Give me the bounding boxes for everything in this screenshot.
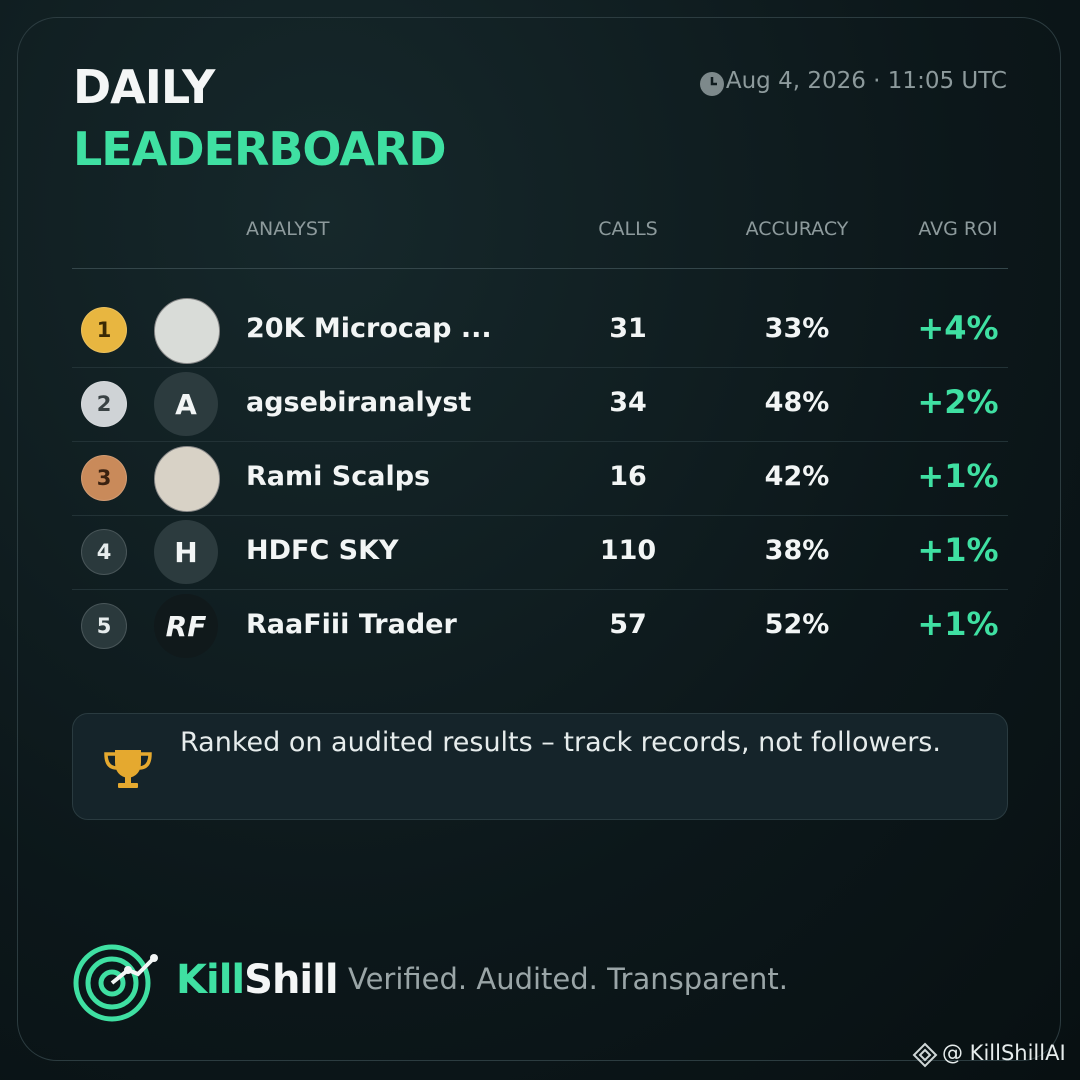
calls: 16 xyxy=(609,461,647,492)
title: LEADERBOARD xyxy=(73,122,446,176)
clock-icon xyxy=(700,72,724,96)
calls: 57 xyxy=(609,609,647,640)
avatar: RF xyxy=(154,594,218,658)
column-header: CALLS xyxy=(598,218,658,240)
accuracy: 52% xyxy=(764,609,830,640)
note-box: Ranked on audited results – track record… xyxy=(72,713,1008,820)
tagline: Verified. Audited. Transparent. xyxy=(348,962,789,996)
avg-roi: +2% xyxy=(917,383,999,421)
rank-badge: 3 xyxy=(81,455,127,501)
card xyxy=(17,17,1061,1061)
timestamp: Aug 4, 2026 · 11:05 UTC xyxy=(725,68,1007,94)
title: DAILY xyxy=(73,60,215,114)
avatar: A xyxy=(154,372,218,436)
calls: 31 xyxy=(609,313,647,344)
brand-part: Kill xyxy=(176,957,245,1003)
analyst-name: Rami Scalps xyxy=(246,461,431,492)
rank-badge: 5 xyxy=(81,603,127,649)
header-divider xyxy=(72,268,1008,269)
watermark: @ KillShillAI xyxy=(942,1041,1066,1065)
brand-name: KillShill xyxy=(176,957,339,1003)
accuracy: 38% xyxy=(764,535,830,566)
avg-roi: +1% xyxy=(917,605,999,643)
avatar: H xyxy=(154,520,218,584)
accuracy: 42% xyxy=(764,461,830,492)
rank-badge: 4 xyxy=(81,529,127,575)
analyst-name: agsebiranalyst xyxy=(246,387,472,418)
analyst-name: HDFC SKY xyxy=(246,535,399,566)
avg-roi: +4% xyxy=(917,309,999,347)
accuracy: 33% xyxy=(764,313,830,344)
brand-logo xyxy=(73,944,158,1022)
rank-badge: 2 xyxy=(81,381,127,427)
analyst-name: 20K Microcap ... xyxy=(246,313,492,344)
avg-roi: +1% xyxy=(917,531,999,569)
note-text: Ranked on audited results – track record… xyxy=(180,727,941,758)
column-header: AVG ROI xyxy=(918,218,998,240)
row-divider xyxy=(72,589,1008,590)
avatar xyxy=(154,446,220,512)
watermark-icon xyxy=(912,1042,938,1068)
trophy-icon xyxy=(104,750,152,788)
brand-part: Shill xyxy=(244,957,338,1003)
analyst-name: RaaFiii Trader xyxy=(246,609,457,640)
calls: 110 xyxy=(599,535,657,566)
row-divider xyxy=(72,515,1008,516)
avatar xyxy=(154,298,220,364)
accuracy: 48% xyxy=(764,387,830,418)
calls: 34 xyxy=(609,387,647,418)
row-divider xyxy=(72,441,1008,442)
column-header: ANALYST xyxy=(246,218,330,240)
rank-badge: 1 xyxy=(81,307,127,353)
column-header: ACCURACY xyxy=(745,218,849,240)
avg-roi: +1% xyxy=(917,457,999,495)
row-divider xyxy=(72,367,1008,368)
